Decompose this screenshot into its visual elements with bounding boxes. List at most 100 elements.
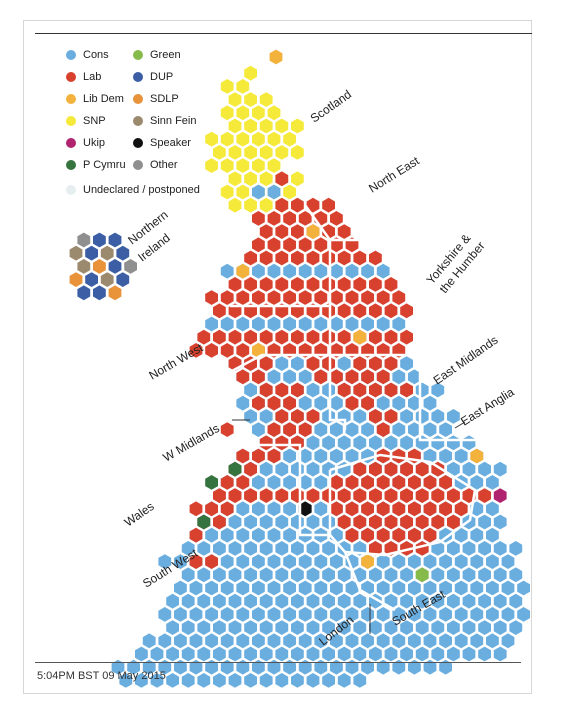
constituency-hex bbox=[408, 633, 421, 649]
constituency-hex bbox=[228, 514, 242, 530]
constituency-hex bbox=[486, 554, 499, 569]
constituency-hex bbox=[306, 382, 320, 398]
constituency-hex bbox=[181, 646, 195, 662]
constituency-hex bbox=[486, 501, 499, 517]
constituency-hex bbox=[322, 541, 335, 556]
constituency-hex bbox=[314, 237, 328, 253]
constituency-hex-lab bbox=[267, 448, 281, 464]
constituency-hex-speaker bbox=[298, 501, 312, 517]
legend-item-sdlp: SDLP bbox=[133, 93, 179, 105]
constituency-hex bbox=[252, 263, 265, 279]
constituency-hex-snp bbox=[259, 92, 273, 107]
constituency-hex bbox=[478, 646, 491, 662]
constituency-hex-lab bbox=[361, 501, 374, 517]
constituency-hex bbox=[322, 461, 335, 477]
constituency-hex-lab bbox=[400, 382, 413, 398]
constituency-hex bbox=[197, 593, 211, 609]
constituency-hex bbox=[306, 329, 320, 345]
constituency-hex-lab bbox=[252, 369, 265, 385]
constituency-hex bbox=[462, 646, 476, 662]
constituency-hex bbox=[431, 541, 445, 556]
constituency-hex bbox=[345, 290, 359, 305]
constituency-hex-lab bbox=[369, 382, 382, 398]
constituency-hex bbox=[337, 329, 351, 345]
constituency-hex bbox=[119, 673, 133, 688]
constituency-hex bbox=[400, 593, 413, 609]
constituency-hex-lab bbox=[369, 409, 382, 424]
constituency-hex bbox=[298, 633, 312, 649]
constituency-hex bbox=[454, 607, 468, 622]
constituency-hex bbox=[189, 607, 203, 622]
constituency-hex bbox=[181, 620, 195, 635]
constituency-hex bbox=[454, 554, 468, 569]
constituency-hex-lab bbox=[283, 422, 296, 437]
constituency-hex-ni bbox=[108, 259, 122, 274]
constituency-hex bbox=[337, 303, 351, 319]
constituency-hex bbox=[275, 461, 289, 477]
constituency-hex bbox=[259, 673, 273, 688]
constituency-hex bbox=[166, 593, 179, 609]
constituency-hex-ni bbox=[100, 272, 114, 287]
constituency-hex-lab bbox=[322, 356, 335, 371]
constituency-hex bbox=[236, 395, 250, 411]
constituency-hex bbox=[244, 593, 257, 609]
constituency-hex bbox=[252, 237, 265, 253]
constituency-hex bbox=[384, 620, 398, 635]
constituency-hex bbox=[447, 409, 460, 424]
constituency-hex-lab bbox=[330, 369, 343, 385]
constituency-hex bbox=[439, 580, 452, 596]
constituency-hex-snp bbox=[291, 118, 304, 134]
constituency-hex bbox=[213, 303, 226, 319]
constituency-hex bbox=[392, 369, 406, 385]
legend-item-cons: Cons bbox=[66, 49, 109, 61]
constituency-hex bbox=[283, 527, 296, 543]
constituency-hex-snp bbox=[236, 79, 250, 94]
constituency-hex bbox=[314, 554, 328, 569]
constituency-hex bbox=[275, 224, 289, 239]
constituency-hex-lab bbox=[423, 501, 437, 517]
constituency-hex bbox=[275, 514, 289, 530]
constituency-hex bbox=[181, 541, 195, 556]
constituency-hex bbox=[259, 488, 273, 503]
constituency-hex bbox=[283, 237, 296, 253]
constituency-hex bbox=[384, 329, 398, 345]
constituency-hex bbox=[330, 580, 343, 596]
constituency-hex bbox=[220, 343, 234, 358]
legend-item-undeclared: Undeclared / postponed bbox=[66, 184, 200, 196]
constituency-hex-lab bbox=[337, 514, 351, 530]
constituency-hex bbox=[478, 461, 491, 477]
region-outlines bbox=[199, 204, 485, 612]
constituency-hex bbox=[314, 659, 328, 675]
legend-swatch bbox=[66, 94, 76, 104]
constituency-hex-snp bbox=[236, 184, 250, 200]
constituency-hex-lab bbox=[376, 527, 390, 543]
constituency-hex bbox=[306, 567, 320, 583]
constituency-hex bbox=[345, 633, 359, 649]
constituency-hex bbox=[423, 554, 437, 569]
constituency-hex bbox=[306, 620, 320, 635]
constituency-hex bbox=[486, 633, 499, 649]
constituency-hex bbox=[291, 329, 304, 345]
constituency-hex-snp bbox=[259, 145, 273, 160]
constituency-hex bbox=[478, 620, 491, 635]
constituency-hex bbox=[244, 329, 257, 345]
constituency-hex bbox=[213, 620, 226, 635]
legend-swatch bbox=[133, 72, 143, 82]
constituency-hex bbox=[275, 356, 289, 371]
constituency-hex bbox=[259, 593, 273, 609]
constituency-hex bbox=[501, 554, 515, 569]
constituency-hex bbox=[486, 607, 499, 622]
constituency-hex bbox=[322, 329, 335, 345]
constituency-hex bbox=[244, 277, 257, 292]
region-boundary bbox=[328, 453, 477, 557]
constituency-hex bbox=[291, 250, 304, 266]
constituency-hex-lab bbox=[361, 475, 374, 490]
constituency-hex bbox=[174, 659, 187, 675]
constituency-hex bbox=[244, 620, 257, 635]
constituency-hex bbox=[298, 316, 312, 332]
constituency-hex-lab bbox=[345, 369, 359, 385]
legend-item-pcymru: P Cymru bbox=[66, 159, 126, 171]
constituency-hex bbox=[314, 395, 328, 411]
constituency-hex-snp bbox=[244, 171, 257, 187]
constituency-hex bbox=[291, 514, 304, 530]
